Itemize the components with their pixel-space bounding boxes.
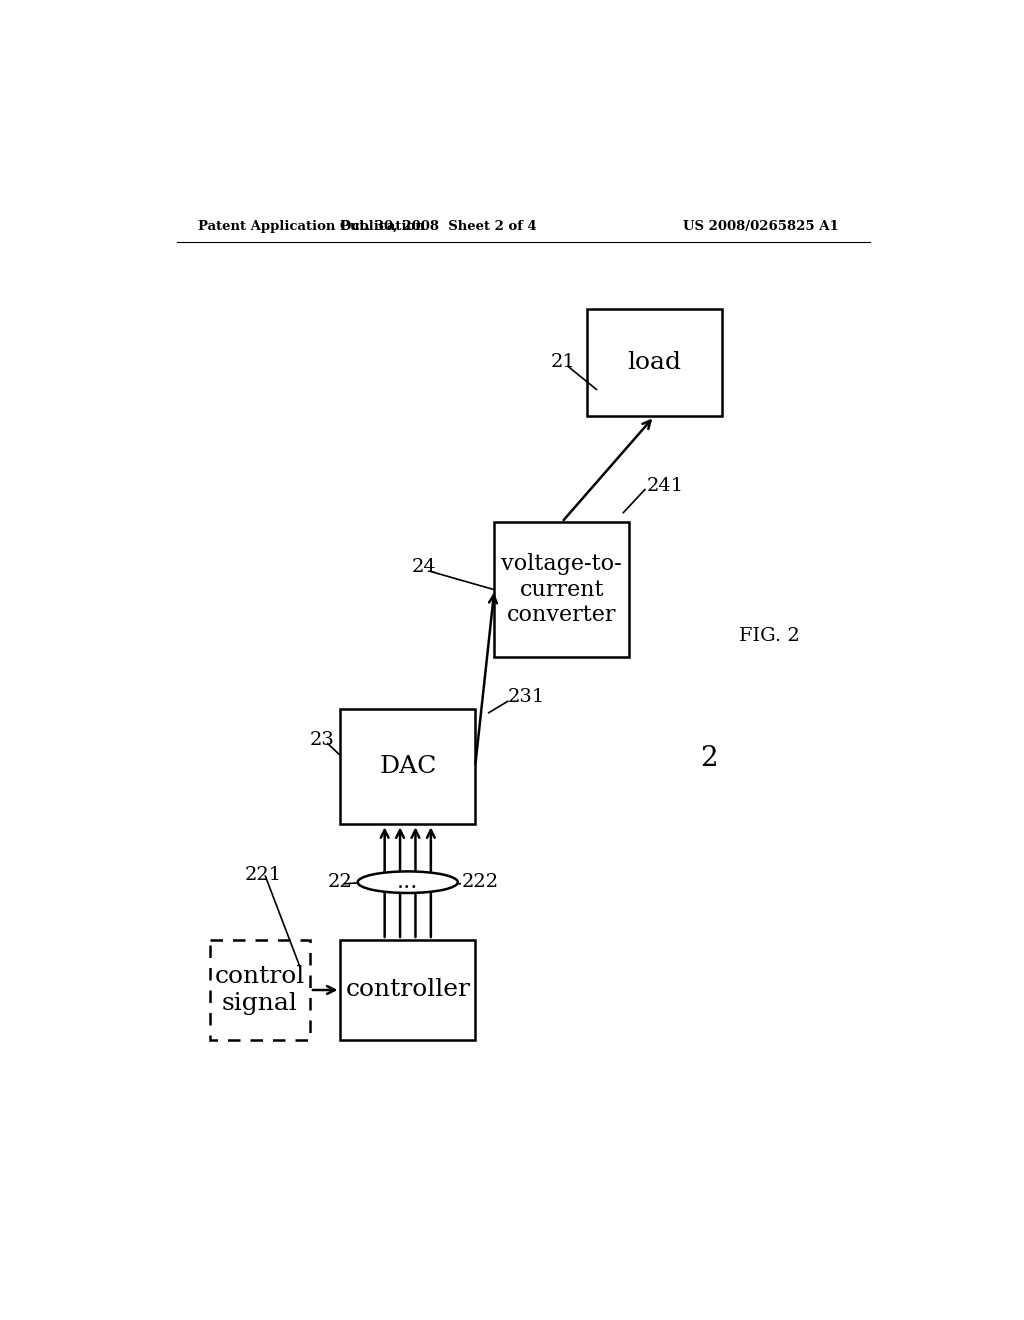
Text: 2: 2 [700, 746, 718, 772]
Bar [495, 523, 629, 657]
Text: 24: 24 [412, 557, 436, 576]
Bar [340, 709, 475, 825]
Text: US 2008/0265825 A1: US 2008/0265825 A1 [683, 219, 839, 232]
Text: 23: 23 [310, 731, 335, 748]
Text: control
signal: control signal [215, 965, 305, 1015]
Text: 22: 22 [328, 874, 352, 891]
Text: DAC: DAC [379, 755, 436, 779]
Text: FIG. 2: FIG. 2 [739, 627, 800, 644]
Text: controller: controller [345, 978, 470, 1002]
Text: Oct. 30, 2008  Sheet 2 of 4: Oct. 30, 2008 Sheet 2 of 4 [340, 219, 537, 232]
Text: ...: ... [397, 871, 419, 894]
Text: Patent Application Publication: Patent Application Publication [199, 219, 425, 232]
Bar [587, 309, 722, 416]
Text: 231: 231 [508, 689, 545, 706]
Text: 241: 241 [646, 477, 684, 495]
Ellipse shape [357, 871, 458, 892]
Text: 21: 21 [550, 354, 574, 371]
Text: 222: 222 [462, 874, 499, 891]
Text: load: load [627, 351, 681, 374]
Bar [210, 940, 310, 1040]
Text: voltage-to-
current
converter: voltage-to- current converter [502, 553, 623, 626]
Text: 221: 221 [245, 866, 282, 883]
Bar [340, 940, 475, 1040]
